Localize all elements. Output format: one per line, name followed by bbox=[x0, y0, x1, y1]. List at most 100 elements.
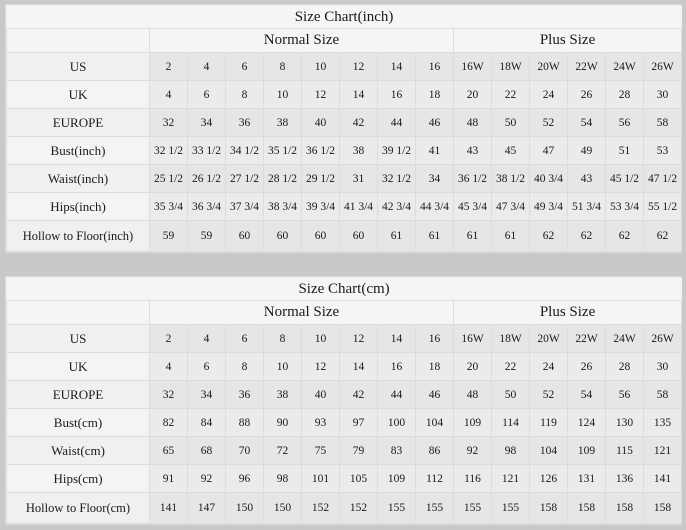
data-cell: 32 bbox=[149, 380, 188, 409]
row-label: Bust(cm) bbox=[6, 408, 150, 437]
data-cell: 158 bbox=[605, 492, 644, 524]
data-cell: 44 bbox=[377, 380, 416, 409]
data-cell: 39 3/4 bbox=[301, 192, 340, 221]
data-cell: 42 3/4 bbox=[377, 192, 416, 221]
data-cell: 16 bbox=[377, 352, 416, 381]
data-cell: 36 1/2 bbox=[301, 136, 340, 165]
data-cell: 18 bbox=[415, 352, 454, 381]
table-row: UK 4 6 8 10 12 14 16 18 20 22 24 26 28 30 bbox=[6, 352, 683, 381]
data-cell: 92 bbox=[453, 436, 492, 465]
data-cell: 96 bbox=[225, 464, 264, 493]
data-cell: 121 bbox=[642, 436, 683, 465]
data-cell: 22W bbox=[567, 324, 606, 353]
data-cell: 41 bbox=[415, 136, 454, 165]
data-cell: 12 bbox=[339, 324, 378, 353]
data-cell: 109 bbox=[453, 408, 492, 437]
data-cell: 46 bbox=[415, 108, 454, 137]
data-cell: 130 bbox=[605, 408, 644, 437]
data-cell: 60 bbox=[225, 220, 264, 252]
data-cell: 24W bbox=[605, 52, 644, 81]
data-cell: 27 1/2 bbox=[225, 164, 264, 193]
data-cell: 62 bbox=[567, 220, 606, 252]
data-cell: 47 1/2 bbox=[642, 164, 683, 193]
data-cell: 104 bbox=[415, 408, 454, 437]
data-cell: 47 3/4 bbox=[491, 192, 530, 221]
data-cell: 58 bbox=[642, 380, 683, 409]
data-cell: 2 bbox=[149, 324, 188, 353]
data-cell: 4 bbox=[187, 52, 226, 81]
table-row: Hollow to Floor(inch) 59 59 60 60 60 60 61 61 61 6… bbox=[6, 220, 683, 252]
inch-table-body: Size Chart(inch) Normal Size Plus Size US 2 4… bbox=[5, 5, 683, 252]
data-cell: 109 bbox=[377, 464, 416, 493]
data-cell: 36 bbox=[225, 380, 264, 409]
size-chart-inch-table: Size Chart(inch) Normal Size Plus Size US 2 4… bbox=[5, 5, 683, 252]
data-cell: 40 bbox=[301, 380, 340, 409]
row-label: Bust(inch) bbox=[6, 136, 150, 165]
data-cell: 61 bbox=[377, 220, 416, 252]
data-cell: 45 3/4 bbox=[453, 192, 492, 221]
data-cell: 155 bbox=[453, 492, 492, 524]
data-cell: 75 bbox=[301, 436, 340, 465]
row-label: US bbox=[6, 52, 150, 81]
data-cell: 40 bbox=[301, 108, 340, 137]
data-cell: 32 1/2 bbox=[377, 164, 416, 193]
row-label: Hips(cm) bbox=[6, 464, 150, 493]
data-cell: 61 bbox=[453, 220, 492, 252]
data-cell: 36 3/4 bbox=[187, 192, 226, 221]
data-cell: 79 bbox=[339, 436, 378, 465]
data-cell: 42 bbox=[339, 108, 378, 137]
data-cell: 8 bbox=[263, 324, 302, 353]
row-label: UK bbox=[6, 352, 150, 381]
data-cell: 50 bbox=[491, 108, 530, 137]
data-cell: 158 bbox=[642, 492, 683, 524]
data-cell: 150 bbox=[263, 492, 302, 524]
data-cell: 20 bbox=[453, 352, 492, 381]
data-cell: 36 1/2 bbox=[453, 164, 492, 193]
data-cell: 31 bbox=[339, 164, 378, 193]
data-cell: 12 bbox=[301, 80, 340, 109]
data-cell: 34 bbox=[415, 164, 454, 193]
data-cell: 4 bbox=[149, 352, 188, 381]
table-row: Waist(cm) 65 68 70 72 75 79 83 86 92 98 104 109 115 12… bbox=[6, 436, 683, 465]
table-row: Waist(inch) 25 1/2 26 1/2 27 1/2 28 1/2 29 1/… bbox=[6, 164, 683, 193]
data-cell: 51 bbox=[605, 136, 644, 165]
group-header-row: Normal Size Plus Size bbox=[6, 300, 683, 325]
data-cell: 14 bbox=[339, 80, 378, 109]
data-cell: 84 bbox=[187, 408, 226, 437]
data-cell: 68 bbox=[187, 436, 226, 465]
data-cell: 34 bbox=[187, 108, 226, 137]
group-header-row: Normal Size Plus Size bbox=[6, 28, 683, 53]
data-cell: 16 bbox=[415, 324, 454, 353]
table-row: Hips(inch) 35 3/4 36 3/4 37 3/4 38 3/4 39 3/4… bbox=[6, 192, 683, 221]
row-label: EUROPE bbox=[6, 108, 150, 137]
data-cell: 52 bbox=[529, 108, 568, 137]
data-cell: 38 bbox=[263, 108, 302, 137]
data-cell: 62 bbox=[642, 220, 683, 252]
data-cell: 56 bbox=[605, 108, 644, 137]
data-cell: 28 bbox=[605, 80, 644, 109]
data-cell: 90 bbox=[263, 408, 302, 437]
table-row: Bust(cm) 82 84 88 90 93 97 100 104 109 114 119 124 13… bbox=[6, 408, 683, 437]
data-cell: 119 bbox=[529, 408, 568, 437]
data-cell: 155 bbox=[491, 492, 530, 524]
inch-group-header: Normal Size bbox=[149, 28, 454, 53]
data-cell: 121 bbox=[491, 464, 530, 493]
data-cell: 37 3/4 bbox=[225, 192, 264, 221]
row-label: Waist(cm) bbox=[6, 436, 150, 465]
size-chart-cm-table: Size Chart(cm) Normal Size Plus Size US 2 4 6 8… bbox=[5, 277, 683, 524]
data-cell: 20 bbox=[453, 80, 492, 109]
data-cell: 30 bbox=[642, 80, 683, 109]
data-cell: 83 bbox=[377, 436, 416, 465]
data-cell: 42 bbox=[339, 380, 378, 409]
data-cell: 48 bbox=[453, 108, 492, 137]
data-cell: 43 bbox=[453, 136, 492, 165]
data-cell: 20W bbox=[529, 52, 568, 81]
title-row: Size Chart(inch) bbox=[5, 5, 683, 29]
data-cell: 60 bbox=[301, 220, 340, 252]
data-cell: 12 bbox=[339, 52, 378, 81]
data-cell: 56 bbox=[605, 380, 644, 409]
data-cell: 55 1/2 bbox=[642, 192, 683, 221]
data-cell: 116 bbox=[453, 464, 492, 493]
data-cell: 49 3/4 bbox=[529, 192, 568, 221]
